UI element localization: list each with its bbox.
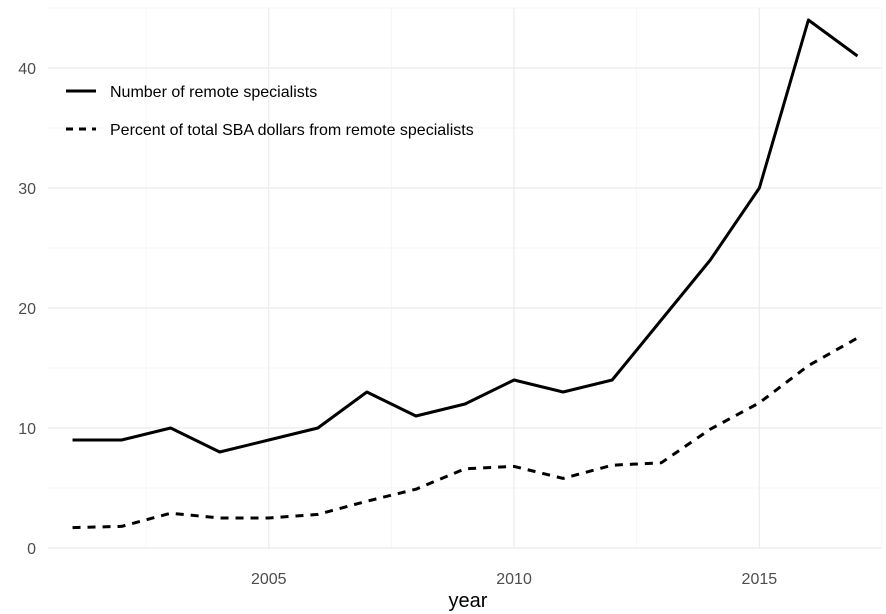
tick-labels: 2005 2010 2015 0 10 20 30 40 <box>18 61 777 588</box>
legend-label-percent: Percent of total SBA dollars from remote… <box>110 122 474 139</box>
y-tick-label: 10 <box>18 421 36 438</box>
series-line-number <box>72 18 859 454</box>
y-tick-label: 0 <box>27 541 36 558</box>
x-tick-label: 2005 <box>251 571 287 588</box>
grid <box>48 7 883 549</box>
x-tick-label: 2010 <box>496 571 532 588</box>
legend: Number of remote specialists Percent of … <box>66 84 474 139</box>
x-tick-label: 2015 <box>742 571 778 588</box>
y-tick-label: 30 <box>18 181 36 198</box>
y-tick-label: 40 <box>18 61 36 78</box>
series-line-percent <box>72 336 859 530</box>
x-axis-title: year <box>449 590 488 612</box>
series-lines <box>72 18 859 530</box>
y-tick-label: 20 <box>18 301 36 318</box>
legend-label-number: Number of remote specialists <box>110 84 317 101</box>
